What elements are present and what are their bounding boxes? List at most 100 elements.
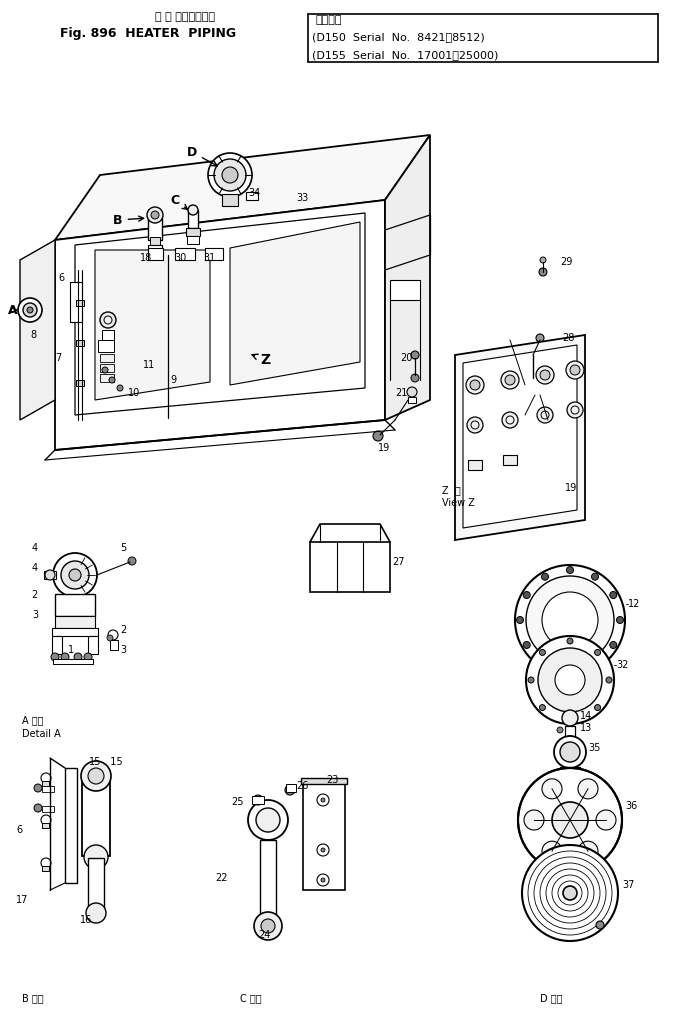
- Circle shape: [591, 660, 599, 667]
- Bar: [260, 840, 276, 925]
- Circle shape: [102, 367, 108, 373]
- Text: 3: 3: [120, 645, 126, 655]
- Circle shape: [317, 794, 329, 806]
- Text: 21: 21: [395, 388, 407, 398]
- Circle shape: [606, 677, 612, 683]
- Circle shape: [61, 561, 89, 589]
- Text: 4: 4: [32, 543, 38, 553]
- Bar: [468, 460, 482, 470]
- Circle shape: [23, 303, 37, 317]
- Polygon shape: [75, 213, 365, 415]
- Circle shape: [317, 874, 329, 886]
- Bar: [150, 236, 160, 245]
- Circle shape: [411, 351, 419, 359]
- Circle shape: [563, 886, 577, 900]
- Text: B 詳細: B 詳細: [22, 993, 43, 1003]
- Circle shape: [147, 207, 163, 223]
- Circle shape: [84, 845, 108, 869]
- Circle shape: [74, 653, 82, 661]
- Text: A 詳細: A 詳細: [22, 715, 43, 725]
- Circle shape: [542, 779, 562, 799]
- Polygon shape: [230, 222, 360, 385]
- Bar: [42, 781, 49, 786]
- Circle shape: [555, 665, 585, 695]
- Text: 30: 30: [174, 253, 186, 263]
- Bar: [503, 455, 517, 465]
- Circle shape: [41, 815, 51, 825]
- Bar: [82, 779, 110, 856]
- Circle shape: [515, 565, 625, 675]
- Text: 33: 33: [296, 193, 308, 203]
- Text: 5: 5: [120, 543, 126, 553]
- Circle shape: [467, 417, 483, 433]
- Circle shape: [540, 650, 545, 656]
- Text: 28: 28: [562, 333, 574, 343]
- Text: 10: 10: [128, 388, 140, 398]
- Text: 6: 6: [58, 273, 64, 283]
- Bar: [102, 330, 114, 340]
- Text: 16: 16: [80, 915, 92, 925]
- Circle shape: [151, 211, 159, 219]
- Text: C 詳細: C 詳細: [240, 993, 262, 1003]
- Circle shape: [517, 616, 523, 623]
- Circle shape: [254, 912, 282, 940]
- Circle shape: [501, 371, 519, 389]
- Circle shape: [86, 903, 106, 923]
- Polygon shape: [463, 345, 577, 528]
- Text: 31: 31: [203, 253, 215, 263]
- Bar: [148, 218, 162, 240]
- Bar: [65, 768, 77, 883]
- Circle shape: [208, 153, 252, 197]
- Bar: [42, 786, 54, 792]
- Circle shape: [248, 800, 288, 840]
- Text: D 詳細: D 詳細: [540, 993, 563, 1003]
- Circle shape: [470, 380, 480, 390]
- Circle shape: [34, 804, 42, 812]
- Text: 23: 23: [326, 775, 338, 785]
- Circle shape: [188, 205, 198, 215]
- Bar: [55, 594, 95, 616]
- Circle shape: [527, 384, 539, 396]
- Circle shape: [256, 808, 280, 832]
- Circle shape: [596, 921, 604, 929]
- Circle shape: [537, 407, 553, 423]
- Text: 19: 19: [565, 483, 577, 493]
- Bar: [42, 866, 49, 871]
- Circle shape: [108, 630, 118, 640]
- Text: 32: 32: [616, 660, 629, 670]
- Circle shape: [373, 431, 383, 441]
- Circle shape: [253, 795, 263, 805]
- Text: ヒ ー タパイピング: ヒ ー タパイピング: [155, 12, 215, 22]
- Text: 6: 6: [16, 825, 22, 835]
- Circle shape: [41, 773, 51, 783]
- Text: D: D: [187, 145, 217, 165]
- Bar: [390, 280, 420, 300]
- Bar: [42, 823, 49, 828]
- Circle shape: [570, 365, 580, 375]
- Circle shape: [521, 378, 545, 402]
- Circle shape: [578, 841, 598, 861]
- Text: 8: 8: [30, 330, 36, 340]
- Circle shape: [567, 667, 574, 674]
- Circle shape: [27, 307, 33, 313]
- Bar: [100, 354, 114, 362]
- Circle shape: [542, 841, 562, 861]
- Circle shape: [554, 736, 586, 768]
- Polygon shape: [385, 135, 430, 420]
- Circle shape: [88, 768, 104, 784]
- Circle shape: [542, 660, 549, 667]
- Circle shape: [107, 635, 113, 641]
- Circle shape: [117, 385, 123, 391]
- Text: Detail A: Detail A: [22, 729, 61, 739]
- Circle shape: [407, 387, 417, 397]
- Circle shape: [222, 167, 238, 183]
- Polygon shape: [455, 335, 585, 540]
- Circle shape: [321, 848, 325, 852]
- Circle shape: [34, 784, 42, 792]
- Circle shape: [528, 677, 534, 683]
- Polygon shape: [510, 370, 558, 408]
- Polygon shape: [20, 240, 55, 420]
- Polygon shape: [95, 250, 210, 400]
- Circle shape: [128, 557, 136, 565]
- Text: 20: 20: [400, 353, 412, 363]
